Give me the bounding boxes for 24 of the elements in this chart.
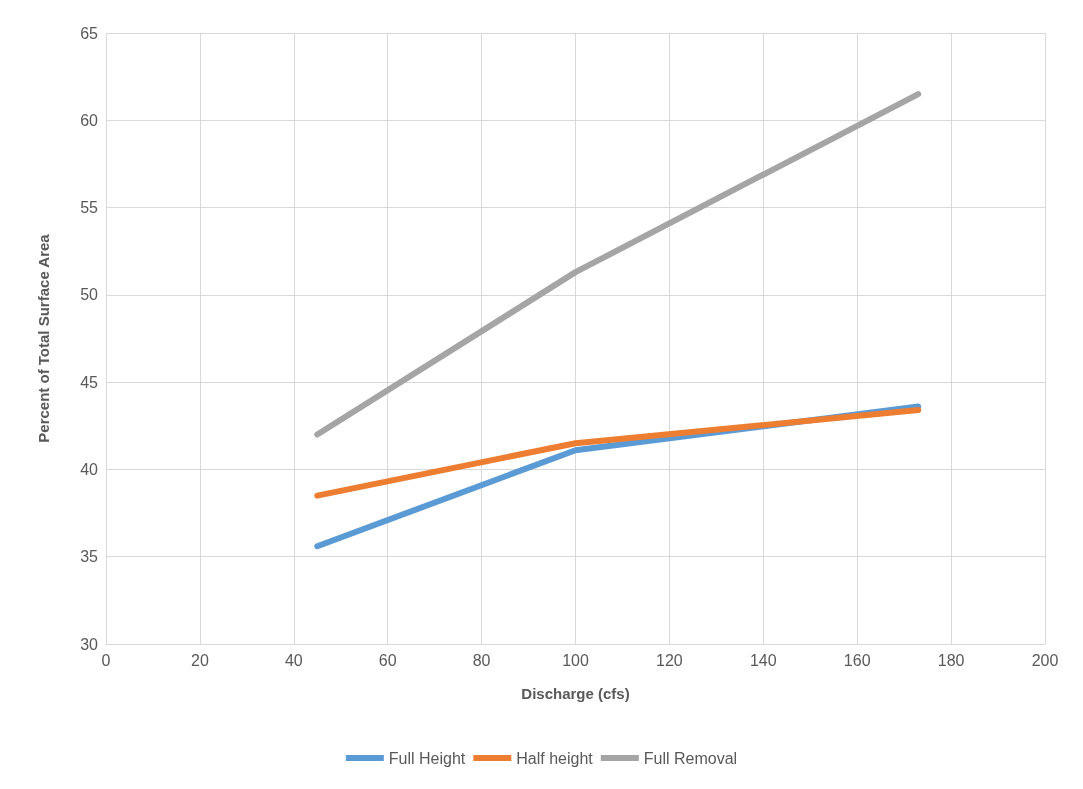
y-tick-label: 40 <box>80 460 99 478</box>
x-tick-label: 80 <box>472 651 491 669</box>
y-axis-title: Percent of Total Surface Area <box>35 233 52 443</box>
y-tick-label: 35 <box>80 548 99 566</box>
x-tick-label: 120 <box>656 651 683 669</box>
x-tick-label: 0 <box>101 651 111 669</box>
x-axis-title: Discharge (cfs) <box>521 685 630 702</box>
legend-label: Full Height <box>388 749 466 767</box>
x-tick-label: 140 <box>749 651 777 669</box>
y-tick-label: 65 <box>80 24 99 42</box>
y-tick-label: 55 <box>80 199 99 217</box>
y-tick-label: 50 <box>80 286 99 304</box>
x-tick-label: 60 <box>378 651 397 669</box>
x-tick-label: 180 <box>937 651 965 669</box>
x-tick-label: 20 <box>191 651 209 669</box>
y-tick-label: 45 <box>80 373 99 391</box>
x-tick-label: 100 <box>562 651 589 669</box>
x-tick-label: 200 <box>1031 651 1059 669</box>
x-tick-label: 160 <box>843 651 871 669</box>
y-tick-label: 30 <box>80 635 99 653</box>
y-tick-label: 60 <box>80 111 99 129</box>
legend-label: Full Removal <box>643 749 738 767</box>
legend-label: Half height <box>516 749 594 767</box>
x-tick-label: 40 <box>284 651 303 669</box>
